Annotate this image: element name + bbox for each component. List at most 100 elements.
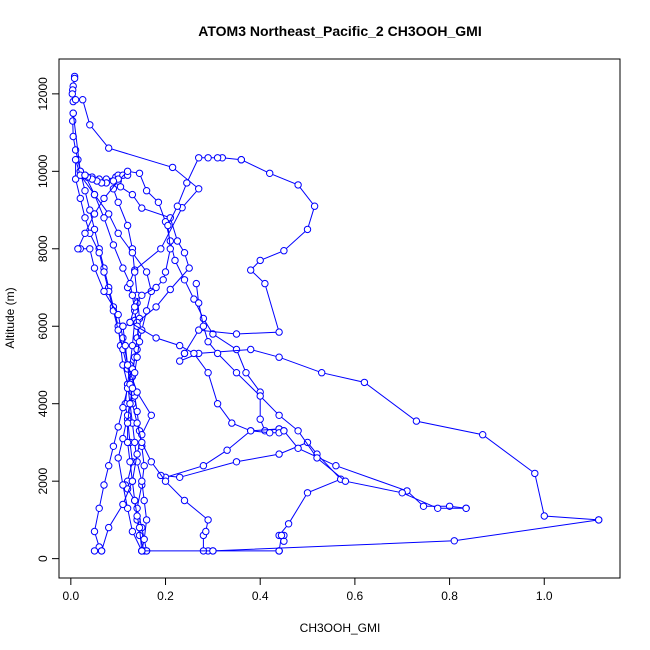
- data-point: [152, 334, 160, 342]
- data-point: [277, 531, 286, 540]
- data-point: [119, 434, 127, 443]
- data-point: [71, 175, 80, 183]
- data-point: [152, 283, 160, 292]
- data-point: [247, 427, 255, 435]
- data-point: [479, 431, 487, 439]
- data-point: [275, 353, 283, 361]
- data-point: [166, 285, 175, 294]
- data-point: [95, 249, 103, 257]
- x-axis: 0.0 0.2 0.4 0.6 0.8 1.0: [62, 577, 553, 603]
- data-point: [131, 268, 139, 276]
- series-segment: [192, 279, 470, 512]
- data-point: [100, 194, 108, 203]
- data-point: [176, 473, 184, 481]
- x-tick-label: 0.0: [62, 589, 79, 603]
- data-point: [275, 328, 283, 336]
- data-point: [294, 444, 302, 452]
- data-point: [100, 481, 108, 489]
- data-point: [119, 322, 127, 330]
- data-point: [152, 303, 160, 311]
- data-point: [133, 450, 141, 458]
- data-point: [232, 330, 241, 338]
- data-point: [90, 210, 99, 218]
- data-point: [256, 415, 264, 423]
- data-point: [131, 496, 139, 505]
- data-point: [199, 322, 208, 330]
- data-point: [180, 276, 189, 284]
- data-point: [190, 295, 198, 303]
- data-point: [114, 310, 122, 319]
- data-point: [294, 181, 302, 189]
- data-point: [275, 411, 283, 419]
- data-point: [119, 264, 127, 272]
- data-point: [109, 241, 118, 249]
- data-point: [171, 256, 179, 265]
- data-point: [176, 341, 184, 350]
- data-point: [128, 341, 137, 350]
- data-point: [310, 202, 319, 210]
- data-point: [195, 154, 203, 162]
- data-point: [69, 109, 77, 117]
- data-point: [247, 266, 255, 274]
- data-point: [79, 96, 87, 104]
- data-point: [147, 411, 156, 419]
- data-point: [157, 245, 165, 253]
- data-point: [133, 419, 141, 427]
- data-point: [256, 256, 264, 265]
- y-tick-label: 4000: [36, 390, 50, 417]
- data-point: [166, 237, 175, 245]
- data-point: [303, 438, 312, 447]
- data-point: [142, 268, 151, 276]
- data-point: [313, 454, 321, 462]
- data-point: [237, 156, 246, 164]
- data-point: [185, 264, 193, 272]
- data-point: [232, 345, 241, 354]
- data-point: [159, 276, 167, 284]
- data-point: [128, 291, 137, 299]
- data-point: [123, 167, 132, 176]
- data-point: [318, 369, 326, 377]
- data-point: [180, 349, 189, 358]
- data-point: [303, 225, 312, 234]
- x-tick-label: 0.8: [441, 589, 458, 603]
- data-point: [140, 496, 148, 505]
- data-point: [140, 535, 148, 543]
- data-point: [105, 523, 113, 532]
- data-point: [183, 179, 191, 187]
- data-point: [69, 117, 77, 125]
- data-point: [90, 225, 99, 234]
- data-point: [138, 477, 146, 485]
- data-point: [114, 454, 122, 462]
- x-axis-label: CH3OOH_GMI: [300, 621, 381, 635]
- data-point: [109, 442, 118, 450]
- data-point: [204, 154, 212, 162]
- data-point: [199, 462, 208, 470]
- series-segment: [116, 183, 193, 330]
- data-point: [303, 489, 312, 497]
- data-point: [195, 326, 203, 334]
- data-point: [123, 419, 132, 427]
- data-point: [192, 279, 201, 288]
- data-point: [128, 190, 137, 199]
- data-point: [138, 291, 146, 299]
- data-point: [450, 537, 458, 545]
- data-point: [256, 392, 264, 400]
- data-point: [70, 74, 79, 83]
- data-point: [100, 214, 108, 222]
- data-point: [540, 512, 548, 520]
- data-point: [116, 183, 125, 191]
- data-point: [232, 458, 241, 466]
- data-point: [138, 547, 146, 555]
- data-point: [223, 446, 231, 454]
- y-tick-label: 10000: [36, 154, 50, 188]
- data-point: [100, 268, 108, 276]
- data-point: [142, 187, 151, 195]
- data-point: [202, 527, 210, 536]
- data-point: [195, 185, 203, 193]
- data-point: [195, 299, 203, 307]
- data-point: [135, 169, 144, 178]
- data-point: [81, 187, 89, 195]
- data-point: [176, 357, 184, 365]
- data-point: [109, 185, 118, 193]
- data-point: [119, 403, 127, 412]
